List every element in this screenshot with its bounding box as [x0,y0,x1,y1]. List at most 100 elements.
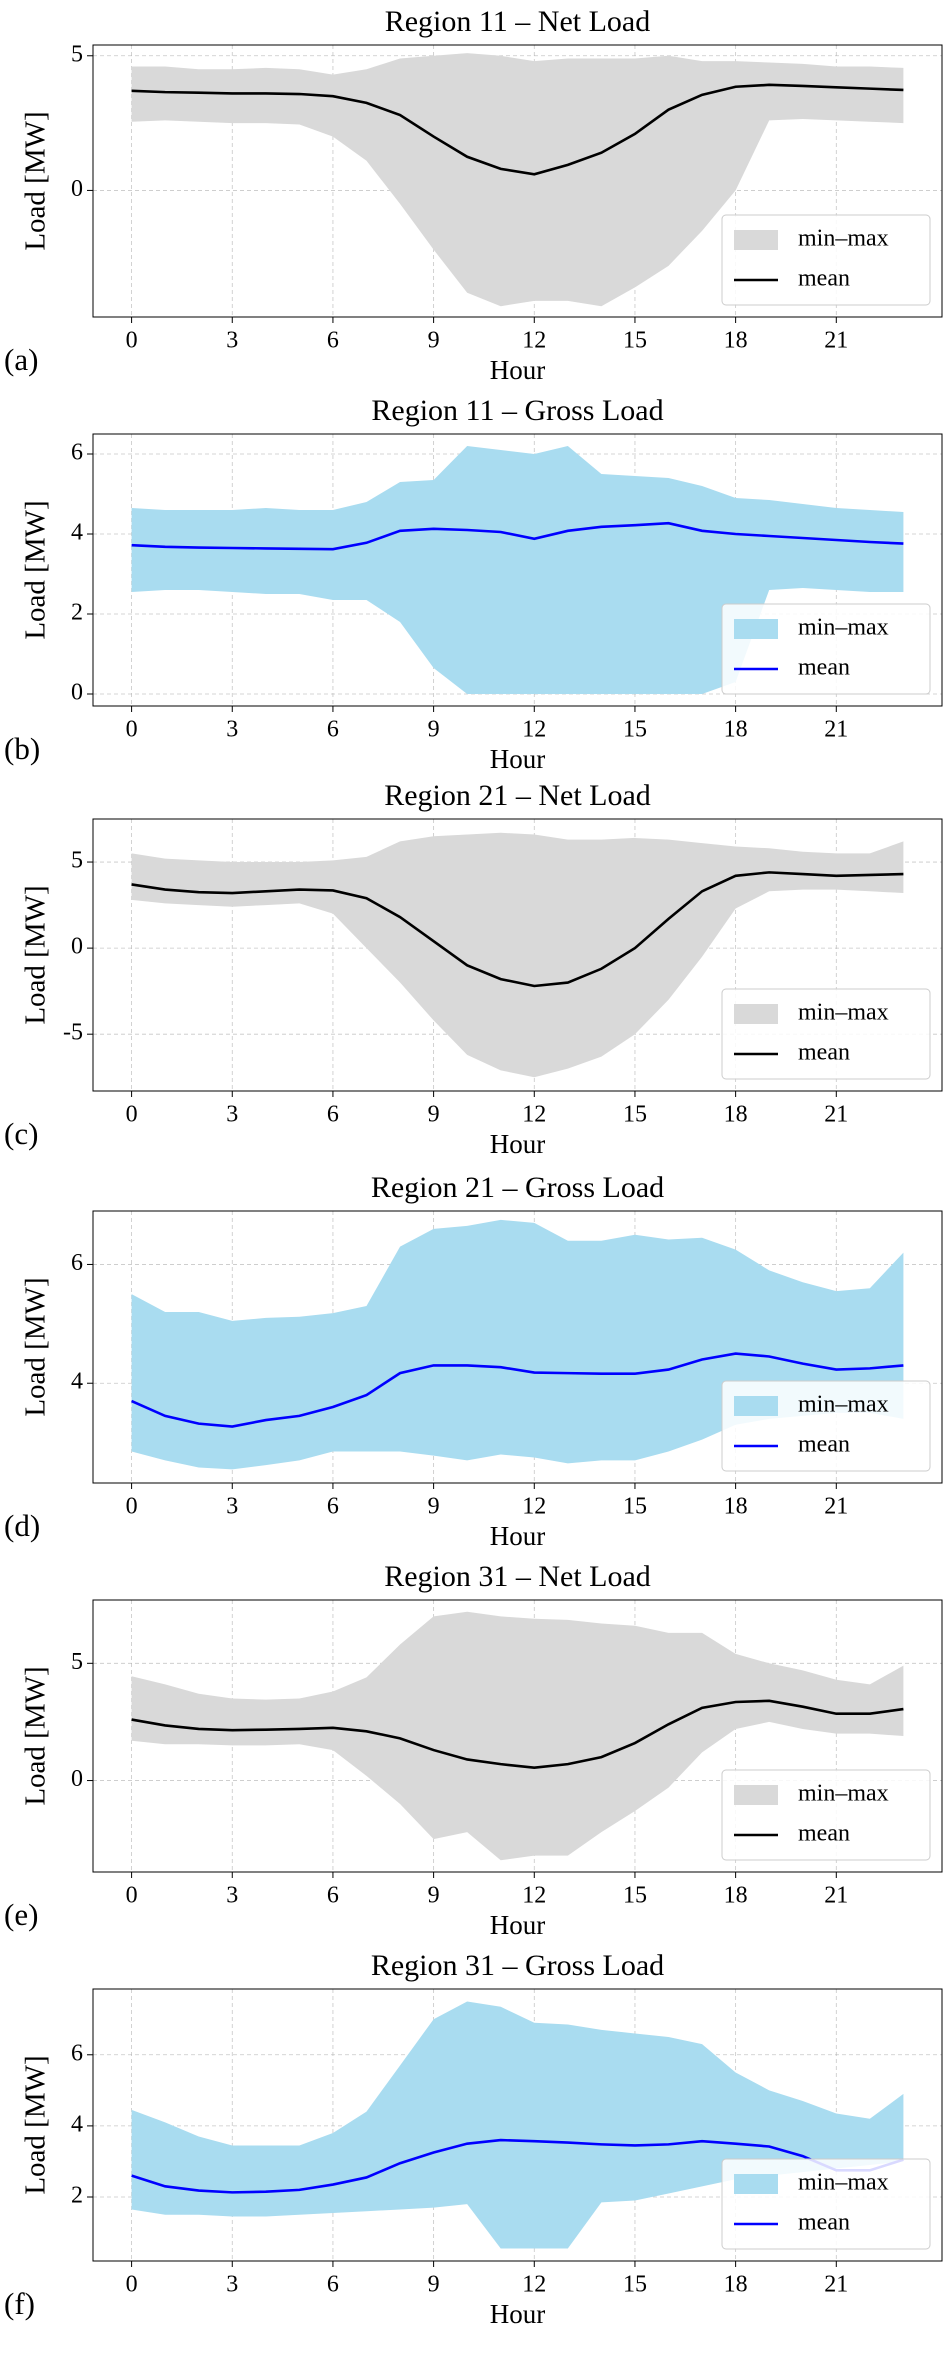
x-axis-label: Hour [490,1129,546,1159]
y-tick-label: 2 [71,2183,83,2209]
legend-label: mean [798,655,850,681]
x-tick-label: 3 [226,328,238,354]
x-tick-label: 12 [522,717,546,743]
legend-swatch [734,619,778,639]
band [131,53,904,307]
y-tick-label: 2 [71,600,83,626]
chart-title: Region 31 – Net Load [384,1560,651,1593]
x-tick-label: 0 [126,1494,138,1520]
x-axis-label: Hour [490,1521,546,1551]
y-axis-label: Load [MW] [20,885,52,1024]
x-tick-label: 21 [824,1883,848,1909]
y-tick-label: 6 [71,2040,83,2066]
x-tick-label: 21 [824,1494,848,1520]
y-axis-label: Load [MW] [20,111,52,250]
x-tick-label: 0 [126,328,138,354]
plot-frame [92,818,943,1092]
y-axis-label: Load [MW] [20,1277,52,1416]
x-tick-label: 3 [226,1494,238,1520]
line [131,871,904,988]
x-tick-label: 12 [522,2272,546,2298]
y-tick-label: 4 [71,2111,83,2137]
y-tick-label: 5 [71,41,83,67]
plot-frame [92,1988,943,2262]
x-tick-label: 6 [327,717,339,743]
x-tick-label: 9 [428,2272,440,2298]
panel-label: (a) [4,342,38,377]
plot-frame [92,44,943,318]
x-tick-label: 3 [226,2272,238,2298]
legend-label: min–max [798,1392,889,1418]
legend-label: mean [798,2210,850,2236]
x-tick-label: 6 [327,1494,339,1520]
y-axis-label: Load [MW] [20,2055,52,2194]
band [131,832,904,1078]
panel-label: (d) [4,1508,40,1543]
x-tick-label: 18 [724,1883,748,1909]
x-tick-label: 15 [623,1494,647,1520]
x-tick-label: 18 [724,1102,748,1128]
legend-label: min–max [798,615,889,641]
legend-swatch [734,230,778,250]
x-tick-label: 0 [126,1883,138,1909]
panel-label: (f) [4,2286,35,2321]
legend-swatch [734,1396,778,1416]
x-tick-label: 12 [522,1883,546,1909]
x-tick-label: 9 [428,1494,440,1520]
panel-label: (b) [4,731,40,766]
line [131,1352,904,1428]
line [131,2138,904,2194]
x-tick-label: 18 [724,717,748,743]
y-tick-label: 0 [71,934,83,960]
y-tick-label: 0 [71,1766,83,1792]
x-tick-label: 3 [226,717,238,743]
x-tick-label: 18 [724,1494,748,1520]
chart-title: Region 11 – Net Load [385,5,651,38]
x-tick-label: 9 [428,717,440,743]
x-tick-label: 6 [327,1102,339,1128]
legend-swatch [734,1004,778,1024]
x-tick-label: 6 [327,328,339,354]
x-axis-label: Hour [490,744,546,774]
line [131,1699,904,1769]
chart-title: Region 21 – Net Load [384,779,651,812]
x-tick-label: 15 [623,2272,647,2298]
legend-label: mean [798,266,850,292]
plot-frame [92,433,943,707]
band [131,446,904,694]
x-tick-label: 15 [623,1883,647,1909]
legend-swatch [734,1785,778,1805]
x-tick-label: 0 [126,1102,138,1128]
x-tick-label: 6 [327,2272,339,2298]
x-tick-label: 15 [623,1102,647,1128]
chart-title: Region 31 – Gross Load [371,1949,664,1982]
x-tick-label: 18 [724,2272,748,2298]
legend-label: min–max [798,1781,889,1807]
x-axis-label: Hour [490,355,546,385]
x-tick-label: 12 [522,1494,546,1520]
y-tick-label: 5 [71,848,83,874]
legend-label: min–max [798,2170,889,2196]
y-axis-label: Load [MW] [20,1666,52,1805]
x-axis-label: Hour [490,2299,546,2329]
x-tick-label: 9 [428,1883,440,1909]
y-tick-label: 0 [71,176,83,202]
y-tick-label: 5 [71,1649,83,1675]
x-tick-label: 12 [522,328,546,354]
y-axis-label: Load [MW] [20,500,52,639]
x-tick-label: 15 [623,328,647,354]
x-axis-label: Hour [490,1910,546,1940]
y-tick-label: 4 [71,1369,83,1395]
y-tick-label: 0 [71,680,83,706]
y-tick-label: 4 [71,520,83,546]
x-tick-label: 3 [226,1883,238,1909]
legend-label: mean [798,1040,850,1066]
line [131,521,904,551]
panel-label: (e) [4,1897,38,1932]
legend-label: min–max [798,226,889,252]
x-tick-label: 18 [724,328,748,354]
x-tick-label: 9 [428,1102,440,1128]
x-tick-label: 6 [327,1883,339,1909]
line [131,83,904,176]
